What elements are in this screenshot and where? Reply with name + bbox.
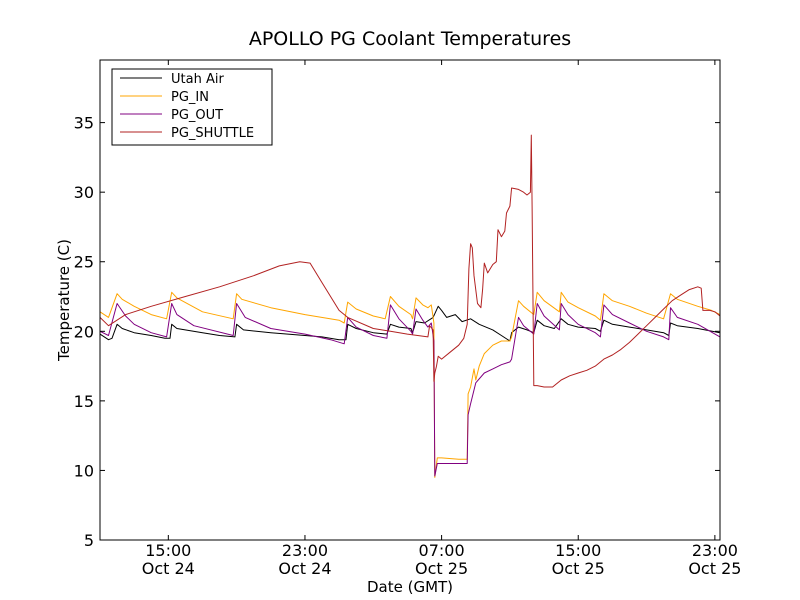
y-tick-label: 30 xyxy=(74,183,94,202)
x-tick-label-time: 07:00 xyxy=(419,541,465,560)
x-tick-label-date: Oct 25 xyxy=(415,559,468,578)
y-tick-label: 5 xyxy=(84,531,94,550)
x-tick-label-date: Oct 24 xyxy=(278,559,331,578)
series-layer xyxy=(99,134,721,478)
x-tick-label-time: 23:00 xyxy=(282,541,328,560)
y-tick-label: 25 xyxy=(74,253,94,272)
y-tick-label: 35 xyxy=(74,114,94,133)
y-tick-label: 20 xyxy=(74,322,94,341)
chart-title: APOLLO PG Coolant Temperatures xyxy=(249,28,571,50)
legend-label-pg-shuttle: PG_SHUTTLE xyxy=(171,126,254,141)
legend-label-pg-out: PG_OUT xyxy=(171,108,223,123)
y-tick-label: 15 xyxy=(74,392,94,411)
legend-label-pg-in: PG_IN xyxy=(171,90,209,105)
series-line-utah-air xyxy=(99,305,721,342)
y-axis-label: Temperature (C) xyxy=(55,239,73,362)
x-tick-label-time: 15:00 xyxy=(555,541,601,560)
series-line-pg-shuttle xyxy=(99,134,721,388)
y-tick-label: 10 xyxy=(74,461,94,480)
plot-frame xyxy=(99,59,721,541)
legend: Utah Air PG_IN PG_OUT PG_SHUTTLE xyxy=(111,68,273,146)
x-tick-label-time: 23:00 xyxy=(692,541,738,560)
series-line-pg-out xyxy=(99,303,721,477)
legend-label-utah-air: Utah Air xyxy=(171,72,224,87)
x-tick-label-date: Oct 25 xyxy=(688,559,741,578)
y-axis: 5 10 15 20 25 30 35 xyxy=(74,114,720,550)
x-axis-label: Date (GMT) xyxy=(367,578,453,596)
x-tick-label-date: Oct 25 xyxy=(552,559,605,578)
x-tick-label-date: Oct 24 xyxy=(142,559,195,578)
x-tick-label-time: 15:00 xyxy=(145,541,191,560)
series-line-pg-in xyxy=(99,291,721,478)
